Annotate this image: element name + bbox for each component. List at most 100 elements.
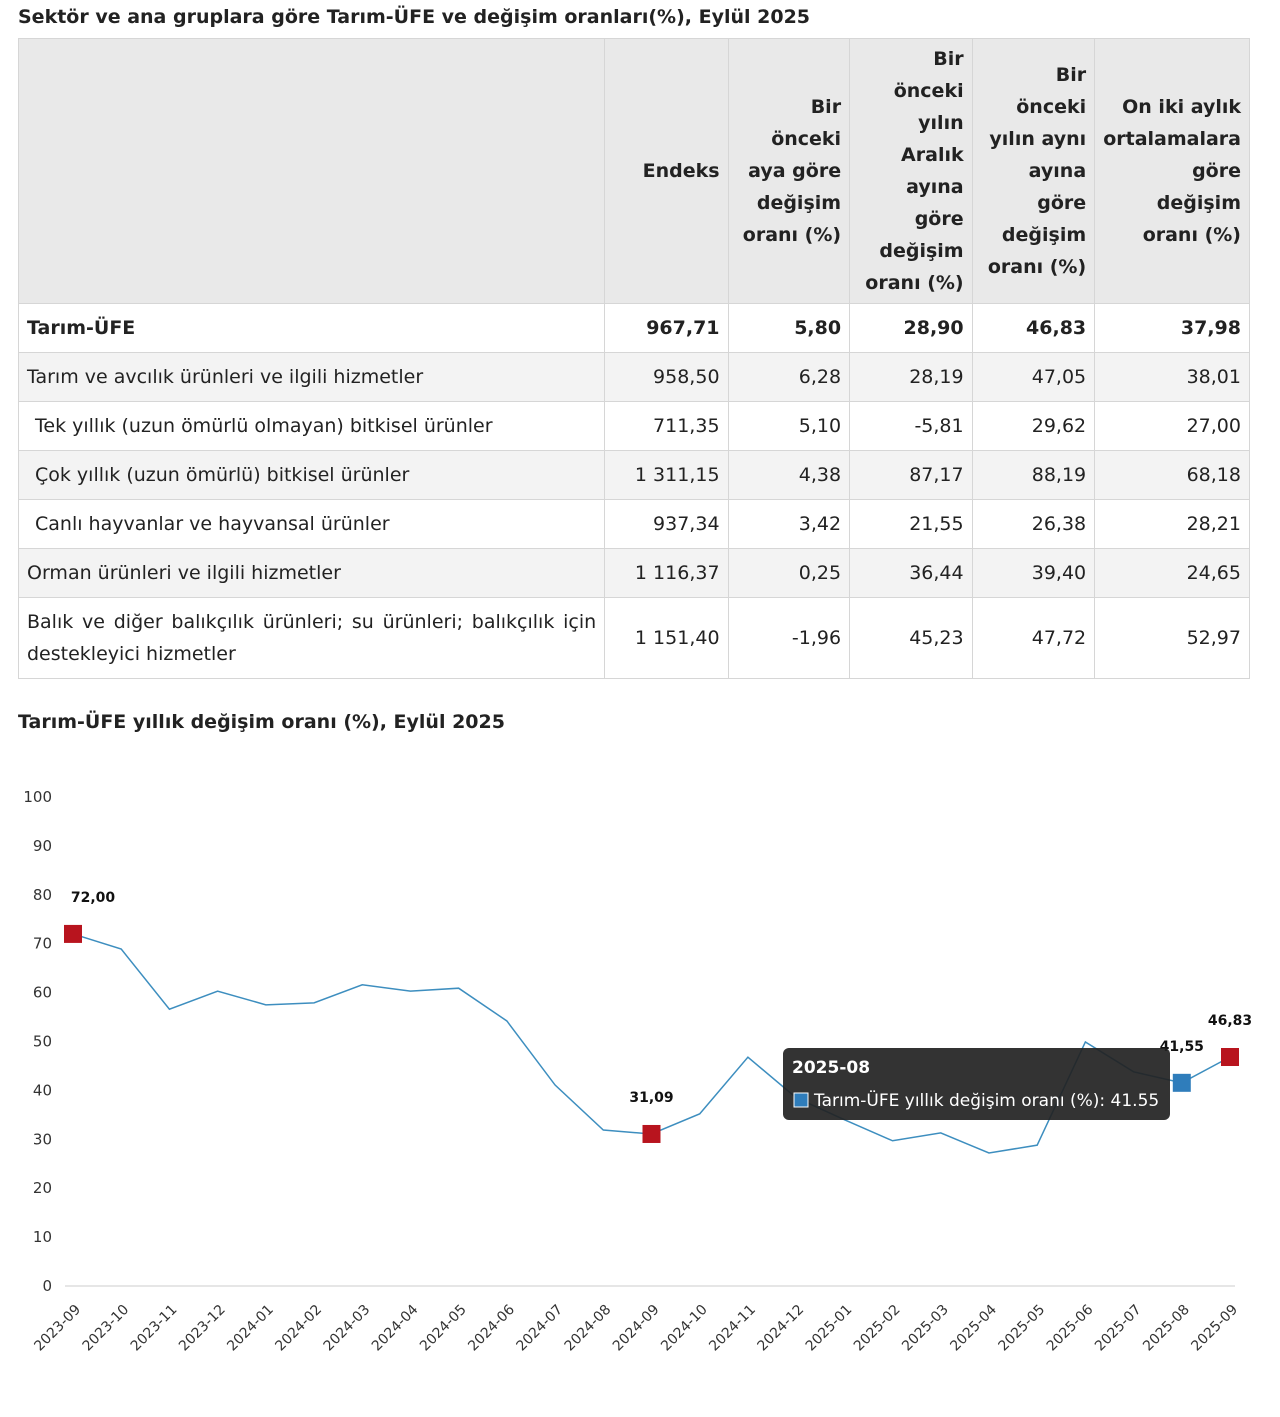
tooltip-text: Tarım-ÜFE yıllık değişim oranı (%): 41.5…: [813, 1089, 1159, 1111]
label-cell: Tek yıllık (uzun ömürlü olmayan) bitkise…: [17, 401, 606, 451]
value-label: 31,09: [629, 1090, 673, 1106]
x-tick-label: 2024-04: [369, 1302, 422, 1355]
value-cell: 46,83: [971, 303, 1096, 353]
x-tick-label: 2024-09: [610, 1302, 663, 1355]
value-cell: -1,96: [727, 597, 851, 679]
x-tick-label: 2024-11: [706, 1302, 759, 1355]
x-tick-label: 2025-06: [1044, 1302, 1097, 1355]
value-cell: 5,80: [727, 303, 851, 353]
value-cell: 937,34: [604, 499, 729, 549]
header-cell: Bir önceki yılın Aralık ayına göre değiş…: [849, 38, 973, 304]
y-tick-label: 0: [42, 1277, 52, 1295]
value-label: 41,55: [1160, 1039, 1204, 1055]
x-tick-label: 2024-06: [465, 1302, 518, 1355]
value-cell: 88,19: [971, 450, 1096, 500]
y-tick-label: 60: [33, 984, 52, 1002]
chart: Tarım-ÜFE yıllık değişim oranı (%), Eylü…: [18, 709, 1252, 1355]
x-tick-label: 2024-07: [513, 1302, 566, 1355]
y-tick-label: 100: [23, 788, 52, 806]
value-cell: 4,38: [727, 450, 851, 500]
point-marker: [642, 1124, 661, 1143]
value-label: 72,00: [71, 890, 116, 906]
table-row: Orman ürünleri ve ilgili hizmetler 1 116,…: [17, 548, 1250, 598]
value-cell: 27,00: [1094, 401, 1250, 451]
value-cell: 47,72: [971, 597, 1096, 679]
y-tick-label: 70: [33, 935, 52, 953]
value-cell: 0,25: [727, 548, 851, 598]
header-row: Endeks Bir önceki aya göre değişim oranı …: [17, 38, 1250, 304]
value-cell: 68,18: [1094, 450, 1250, 500]
value-cell: 45,23: [849, 597, 973, 679]
data-table: Endeks Bir önceki aya göre değişim oranı …: [17, 38, 1250, 679]
y-tick-label: 10: [33, 1228, 52, 1246]
value-cell: 52,97: [1094, 597, 1250, 679]
point-marker: [64, 924, 82, 943]
tooltip: 2025-08 Tarım-ÜFE yıllık değişim oranı (%…: [783, 1048, 1170, 1120]
chart-title: Tarım-ÜFE yıllık değişim oranı (%), Eylü…: [18, 709, 505, 733]
point-marker: [1172, 1073, 1191, 1092]
label-cell: Canlı hayvanlar ve hayvansal ürünler: [17, 499, 606, 549]
value-cell: 28,21: [1094, 499, 1250, 549]
value-cell: 29,62: [971, 401, 1096, 451]
y-tick-label: 90: [33, 837, 52, 855]
value-cell: 711,35: [604, 401, 729, 451]
label-cell: Orman ürünleri ve ilgili hizmetler: [17, 548, 606, 598]
x-tick-label: 2025-04: [947, 1302, 1000, 1355]
value-cell: 36,44: [849, 548, 973, 598]
x-tick-label: 2025-08: [1140, 1302, 1193, 1355]
x-tick-label: 2023-12: [176, 1302, 229, 1355]
table-row: Tarım-ÜFE 967,71 5,80 28,90 46,83 37,98: [17, 303, 1250, 353]
x-tick-label: 2023-11: [128, 1302, 181, 1355]
value-cell: 3,42: [727, 499, 851, 549]
value-cell: 1 311,15: [604, 450, 729, 500]
x-tick-label: 2025-02: [851, 1302, 904, 1355]
value-cell: 28,90: [849, 303, 973, 353]
value-cell: 26,38: [971, 499, 1096, 549]
x-tick-label: 2023-09: [31, 1302, 84, 1355]
x-tick-label: 2025-03: [899, 1302, 952, 1355]
series-line: [72, 933, 1231, 1154]
x-tick-label: 2024-10: [658, 1302, 711, 1355]
tooltip-box: [783, 1048, 1170, 1120]
y-tick-label: 40: [33, 1081, 52, 1099]
x-tick-label: 2024-12: [755, 1302, 808, 1355]
x-tick-label: 2024-01: [224, 1302, 277, 1355]
value-cell: 6,28: [727, 352, 851, 402]
label-cell: Çok yıllık (uzun ömürlü) bitkisel ürünle…: [17, 450, 606, 500]
header-cell: Endeks: [604, 38, 729, 304]
y-tick-label: 80: [33, 886, 52, 904]
x-tick-label: 2024-02: [272, 1302, 325, 1355]
table-row: Canlı hayvanlar ve hayvansal ürünler 937,…: [17, 499, 1250, 549]
value-cell: 958,50: [604, 352, 729, 402]
table-title: Sektör ve ana gruplara göre Tarım-ÜFE ve…: [18, 6, 811, 28]
table-row: Tarım ve avcılık ürünleri ve ilgili hizm…: [17, 352, 1250, 402]
y-tick-label: 20: [33, 1179, 52, 1197]
value-cell: 39,40: [971, 548, 1096, 598]
value-cell: 5,10: [727, 401, 851, 451]
value-cell: 1 116,37: [604, 548, 729, 598]
x-tick-label: 2024-05: [417, 1302, 470, 1355]
tooltip-swatch: [793, 1092, 809, 1108]
x-tick-label: 2024-08: [562, 1302, 615, 1355]
table-row: Balık ve diğer balıkçılık ürünleri; su ü…: [17, 597, 1250, 679]
header-cell: Bir önceki yılın aynı ayına göre değişim…: [971, 38, 1096, 304]
x-tick-label: 2023-10: [80, 1302, 133, 1355]
value-cell: 37,98: [1094, 303, 1250, 353]
value-cell: 38,01: [1094, 352, 1250, 402]
header-cell: On iki aylık ortalamalara göre değişim o…: [1094, 38, 1250, 304]
value-label: 46,83: [1208, 1013, 1252, 1029]
value-cell: 24,65: [1094, 548, 1250, 598]
x-tick-label: 2025-09: [1188, 1302, 1241, 1355]
y-tick-label: 30: [33, 1130, 52, 1148]
value-cell: -5,81: [849, 401, 973, 451]
x-tick-label: 2025-07: [1092, 1302, 1145, 1355]
header-cell: [17, 38, 606, 304]
label-cell: Balık ve diğer balıkçılık ürünleri; su ü…: [17, 597, 606, 679]
value-cell: 967,71: [604, 303, 729, 353]
x-tick-label: 2025-01: [803, 1302, 856, 1355]
value-cell: 87,17: [849, 450, 973, 500]
y-tick-label: 50: [33, 1033, 52, 1051]
value-cell: 21,55: [849, 499, 973, 549]
value-cell: 47,05: [971, 352, 1096, 402]
